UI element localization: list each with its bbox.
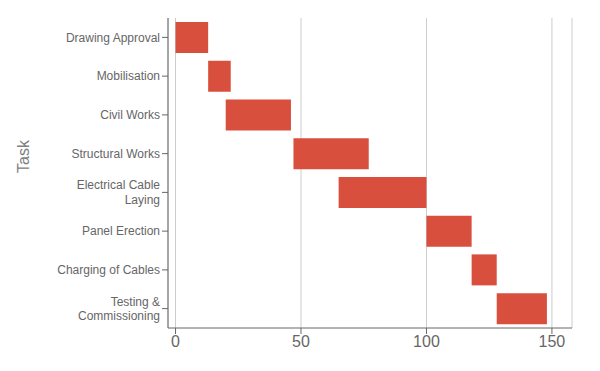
svg-text:Charging of Cables: Charging of Cables — [57, 263, 160, 277]
svg-text:Drawing Approval: Drawing Approval — [66, 31, 160, 45]
svg-text:Electrical CableLaying: Electrical CableLaying — [77, 178, 161, 206]
svg-text:Panel Erection: Panel Erection — [82, 224, 160, 238]
svg-text:Task: Task — [15, 139, 32, 173]
svg-text:150: 150 — [539, 333, 566, 350]
svg-text:Structural Works: Structural Works — [72, 147, 160, 161]
svg-text:0: 0 — [171, 333, 180, 350]
svg-text:Testing &Commissioning: Testing &Commissioning — [78, 295, 160, 323]
svg-text:Mobilisation: Mobilisation — [97, 69, 160, 83]
svg-text:100: 100 — [413, 333, 440, 350]
svg-text:50: 50 — [292, 333, 310, 350]
svg-text:Civil Works: Civil Works — [100, 108, 160, 122]
